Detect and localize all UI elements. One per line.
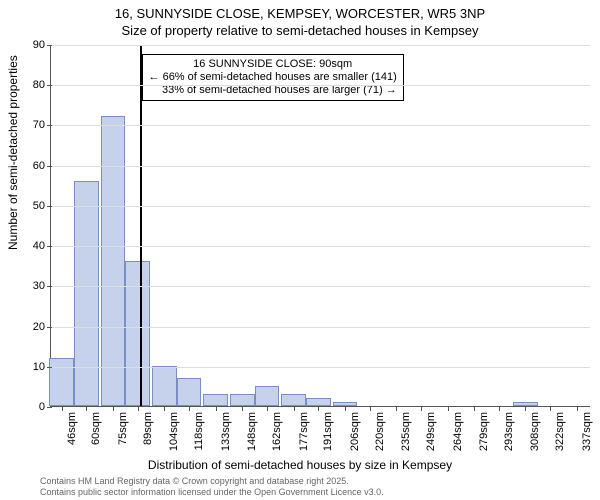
x-tick-mark — [267, 406, 268, 411]
x-tick-mark — [577, 406, 578, 411]
x-tick-label: 162sqm — [271, 406, 283, 451]
x-tick-label: 337sqm — [581, 406, 593, 451]
gridline-h — [51, 327, 590, 328]
x-tick-label: 89sqm — [142, 406, 154, 445]
x-tick-mark — [242, 406, 243, 411]
x-tick-label: 279sqm — [478, 406, 490, 451]
annotation-line1: 16 SUNNYSIDE CLOSE: 90sqm — [149, 58, 397, 71]
x-tick-label: 46sqm — [66, 406, 78, 445]
x-tick-label: 206sqm — [349, 406, 361, 451]
x-tick-mark — [421, 406, 422, 411]
annotation-box: 16 SUNNYSIDE CLOSE: 90sqm ← 66% of semi-… — [142, 54, 404, 101]
x-tick-label: 133sqm — [220, 406, 232, 451]
x-tick-label: 60sqm — [90, 406, 102, 445]
y-tick-label: 0 — [39, 401, 51, 413]
annotation-line2: ← 66% of semi-detached houses are smalle… — [149, 71, 397, 84]
y-tick-label: 80 — [33, 79, 51, 91]
x-tick-label: 104sqm — [168, 406, 180, 451]
gridline-h — [51, 125, 590, 126]
x-tick-mark — [448, 406, 449, 411]
gridline-h — [51, 246, 590, 247]
x-tick-mark — [370, 406, 371, 411]
x-tick-mark — [113, 406, 114, 411]
y-tick-label: 70 — [33, 119, 51, 131]
bar — [49, 358, 74, 406]
x-tick-label: 264sqm — [452, 406, 464, 451]
x-tick-mark — [216, 406, 217, 411]
x-axis-label: Distribution of semi-detached houses by … — [0, 458, 600, 472]
y-tick-label: 60 — [33, 160, 51, 172]
x-tick-label: 249sqm — [425, 406, 437, 451]
x-tick-mark — [62, 406, 63, 411]
chart-title-line2: Size of property relative to semi-detach… — [0, 23, 600, 38]
x-tick-mark — [86, 406, 87, 411]
x-tick-label: 308sqm — [529, 406, 541, 451]
bar — [203, 394, 228, 406]
x-tick-mark — [138, 406, 139, 411]
bar — [281, 394, 306, 406]
gridline-h — [51, 85, 590, 86]
bar — [101, 116, 126, 406]
y-tick-label: 20 — [33, 321, 51, 333]
y-tick-label: 90 — [33, 39, 51, 51]
chart-frame: { "chart": { "type": "histogram", "title… — [0, 0, 600, 500]
x-tick-mark — [396, 406, 397, 411]
x-tick-mark — [318, 406, 319, 411]
y-tick-label: 30 — [33, 280, 51, 292]
x-tick-label: 322sqm — [554, 406, 566, 451]
y-axis-label: Number of semi-detached properties — [6, 55, 20, 250]
y-tick-label: 50 — [33, 200, 51, 212]
bar — [230, 394, 255, 406]
x-tick-label: 118sqm — [193, 406, 205, 450]
x-tick-mark — [345, 406, 346, 411]
x-tick-label: 75sqm — [117, 406, 129, 445]
bar — [306, 398, 331, 406]
x-tick-label: 220sqm — [374, 406, 386, 451]
bar — [152, 366, 177, 406]
bar — [177, 378, 202, 406]
credits: Contains HM Land Registry data © Crown c… — [40, 476, 384, 498]
plot-area: 16 SUNNYSIDE CLOSE: 90sqm ← 66% of semi-… — [50, 45, 590, 407]
x-tick-mark — [474, 406, 475, 411]
bar — [125, 261, 150, 406]
x-tick-mark — [550, 406, 551, 411]
chart-title-line1: 16, SUNNYSIDE CLOSE, KEMPSEY, WORCESTER,… — [0, 6, 600, 21]
credits-line1: Contains HM Land Registry data © Crown c… — [40, 476, 384, 487]
gridline-h — [51, 166, 590, 167]
x-tick-mark — [499, 406, 500, 411]
x-tick-mark — [189, 406, 190, 411]
y-tick-label: 10 — [33, 361, 51, 373]
y-tick-label: 40 — [33, 240, 51, 252]
x-tick-label: 177sqm — [298, 406, 310, 451]
bar — [74, 181, 99, 406]
credits-line2: Contains public sector information licen… — [40, 487, 384, 498]
x-tick-label: 191sqm — [322, 406, 334, 451]
x-tick-mark — [525, 406, 526, 411]
gridline-h — [51, 45, 590, 46]
x-tick-mark — [164, 406, 165, 411]
bar — [255, 386, 280, 406]
x-tick-label: 293sqm — [503, 406, 515, 451]
gridline-h — [51, 206, 590, 207]
gridline-h — [51, 367, 590, 368]
x-tick-label: 235sqm — [400, 406, 412, 451]
x-tick-mark — [294, 406, 295, 411]
x-tick-label: 148sqm — [246, 406, 258, 451]
gridline-h — [51, 286, 590, 287]
